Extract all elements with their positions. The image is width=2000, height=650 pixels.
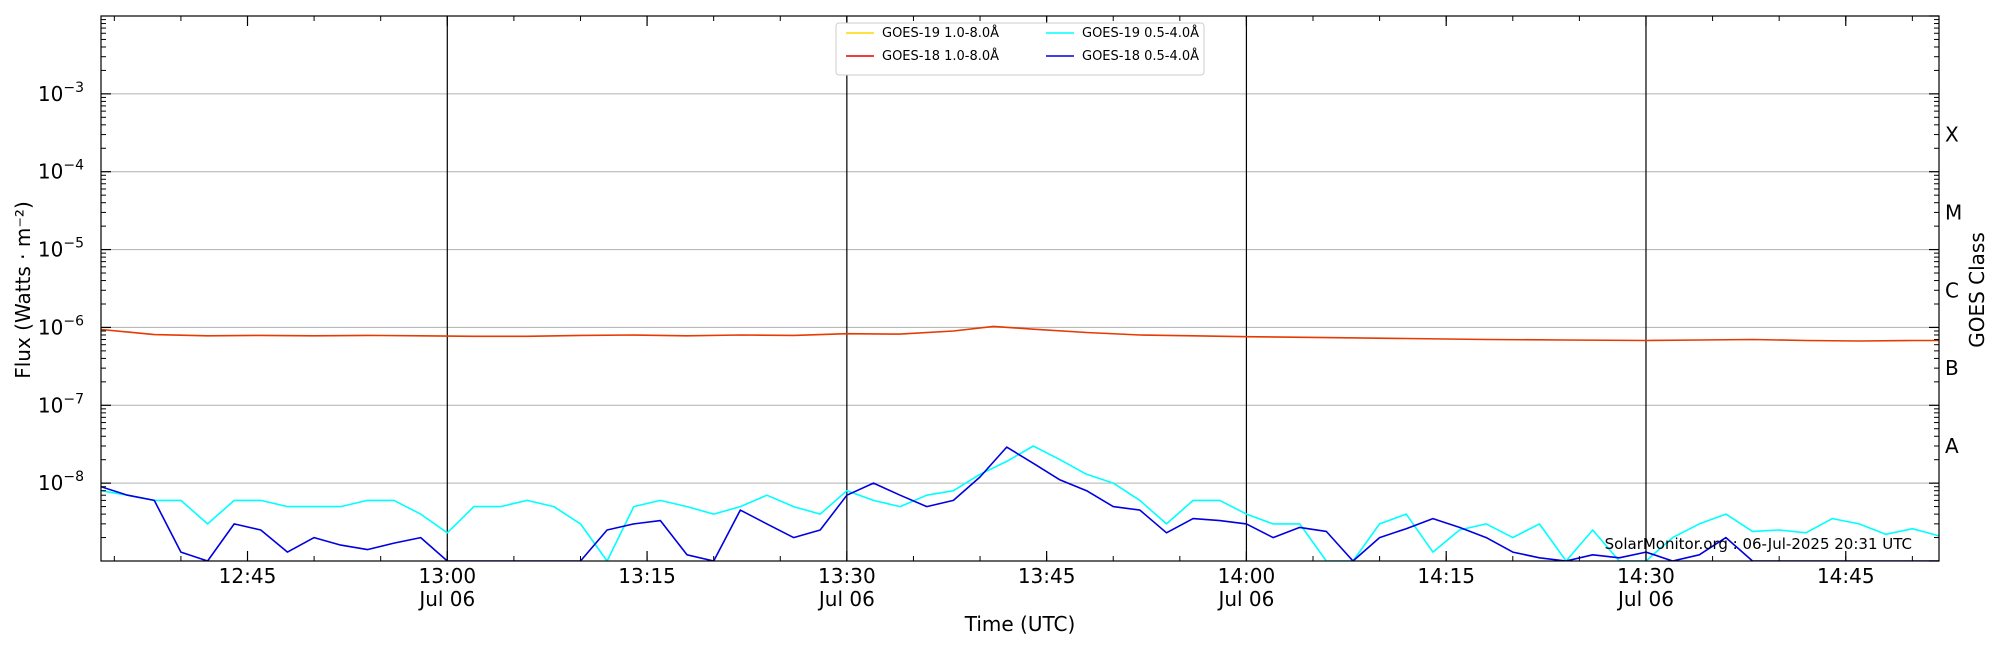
x-tick-date-label: Jul 06 <box>1616 587 1674 611</box>
y-axis-title: Flux (Watts · m⁻²) <box>11 201 35 379</box>
plot-frame <box>100 15 1940 562</box>
series-line <box>101 446 1939 561</box>
legend-label: GOES-19 1.0-8.0Å <box>882 25 999 41</box>
y-tick-label: 10−3 <box>38 80 84 106</box>
goes-class-label: A <box>1945 434 1959 458</box>
y-tick-label: 10−6 <box>38 313 84 339</box>
series-lines <box>101 325 1939 561</box>
grid-lines <box>101 93 1939 484</box>
goes-class-axis-title: GOES Class <box>1965 232 1989 348</box>
x-tick-label: 13:15 <box>618 564 676 588</box>
x-tick-label: 14:15 <box>1417 564 1475 588</box>
series-line <box>101 325 1939 342</box>
y-tick-label: 10−7 <box>38 391 84 417</box>
x-tick-date-label: Jul 06 <box>817 587 875 611</box>
goes-class-label: X <box>1945 123 1959 147</box>
y-tick-label: 10−5 <box>38 236 84 262</box>
series-line <box>101 445 1939 561</box>
x-tick-label: 12:45 <box>219 564 277 588</box>
y-tick-label: 10−8 <box>38 469 84 495</box>
x-tick-label: 14:30 <box>1617 564 1675 588</box>
goes-class-labels: X M C B A <box>1945 123 1962 458</box>
x-tick-date-label: Jul 06 <box>417 587 475 611</box>
x-tick-label: 14:00 <box>1218 564 1276 588</box>
y-axis-ticks: 10−3 10−4 10−5 10−6 10−7 10−8 <box>38 15 1939 562</box>
x-tick-label: 13:00 <box>418 564 476 588</box>
legend-label: GOES-19 0.5-4.0Å <box>1082 25 1199 41</box>
legend: GOES-19 1.0-8.0Å GOES-18 1.0-8.0Å GOES-19 … <box>835 22 1205 76</box>
plot-area <box>101 16 1939 561</box>
legend-label: GOES-18 1.0-8.0Å <box>882 48 999 64</box>
y-tick-label: 10−4 <box>38 158 84 184</box>
goes-class-label: C <box>1945 278 1959 302</box>
goes-class-label: B <box>1945 356 1959 380</box>
x-tick-label: 14:45 <box>1817 564 1875 588</box>
x-tick-label: 13:45 <box>1018 564 1076 588</box>
credit-text: SolarMonitor.org : 06-Jul-2025 20:31 UTC <box>1605 535 1912 553</box>
x-tick-date-label: Jul 06 <box>1216 587 1274 611</box>
x-tick-label: 13:30 <box>818 564 876 588</box>
x-axis-title: Time (UTC) <box>964 612 1076 636</box>
legend-label: GOES-18 0.5-4.0Å <box>1082 48 1199 64</box>
day-boundary-lines <box>446 16 1647 561</box>
goes-class-label: M <box>1945 200 1962 224</box>
legend-box <box>835 22 1205 76</box>
